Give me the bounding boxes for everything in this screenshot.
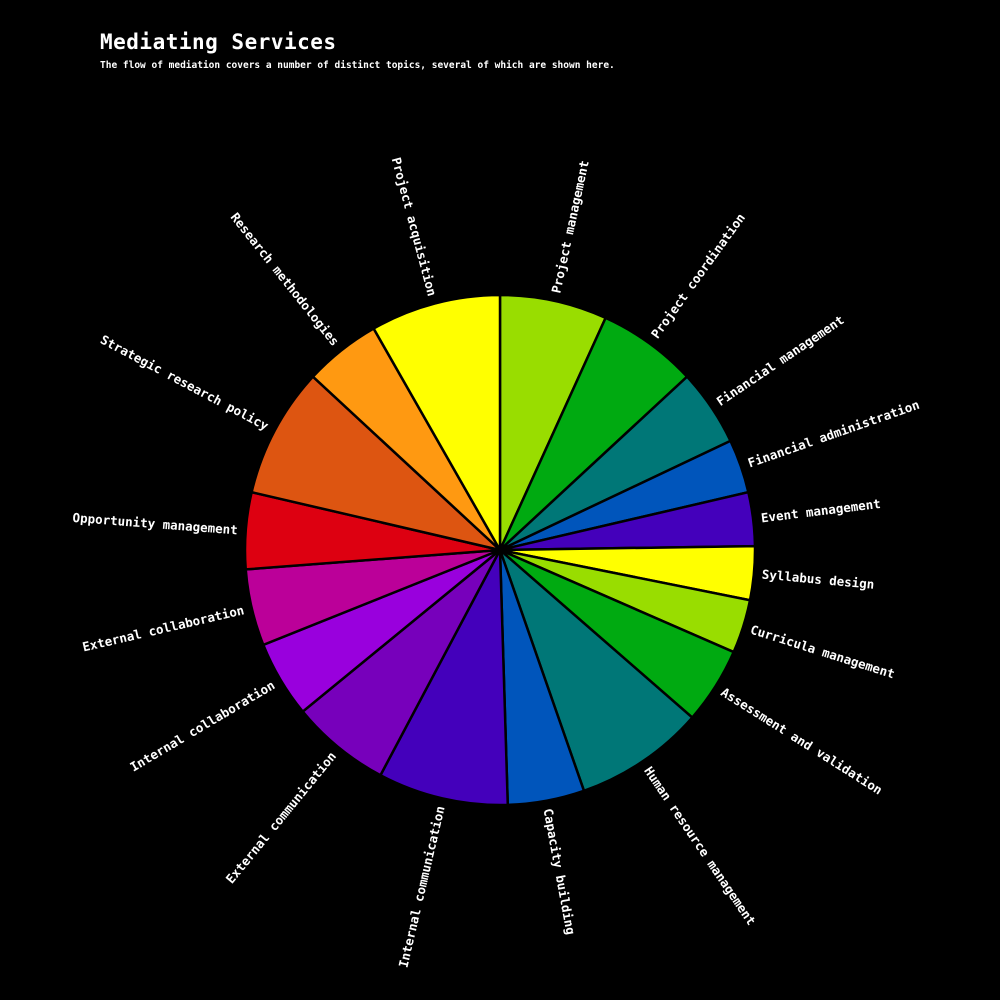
slice-label: Assessment and validation xyxy=(718,684,885,797)
slice-label: Financial administration xyxy=(746,397,921,471)
pie-slice xyxy=(498,293,608,551)
pie-slice xyxy=(250,374,505,553)
slice-label: Strategic research policy xyxy=(98,332,272,434)
slice-label: Human resource management xyxy=(641,764,759,928)
slice-label: Project coordination xyxy=(648,210,748,341)
slice-label: External collaboration xyxy=(81,602,246,654)
slice-label: Opportunity management xyxy=(72,510,238,538)
pie-slice xyxy=(378,545,510,807)
slice-label: Internal communication xyxy=(396,804,448,969)
slice-label: Project management xyxy=(548,159,591,295)
slice-label: Curricula management xyxy=(749,622,897,682)
slice-label: Internal collaboration xyxy=(127,677,277,774)
slice-label: Capacity building xyxy=(540,807,578,936)
pie-slice xyxy=(371,293,502,555)
slice-label: External communication xyxy=(223,749,340,887)
pie-slices xyxy=(243,293,757,807)
slice-label: Project acquisition xyxy=(389,156,440,298)
slice-label: Research methodologies xyxy=(228,210,343,349)
slice-label: Event management xyxy=(760,496,881,526)
chart-subtitle: The flow of mediation covers a number of… xyxy=(100,60,615,71)
slice-label: Financial management xyxy=(714,312,847,409)
slice-label: Syllabus design xyxy=(761,567,875,592)
pie-slice xyxy=(497,545,695,793)
chart-title: Mediating Services xyxy=(100,30,337,54)
